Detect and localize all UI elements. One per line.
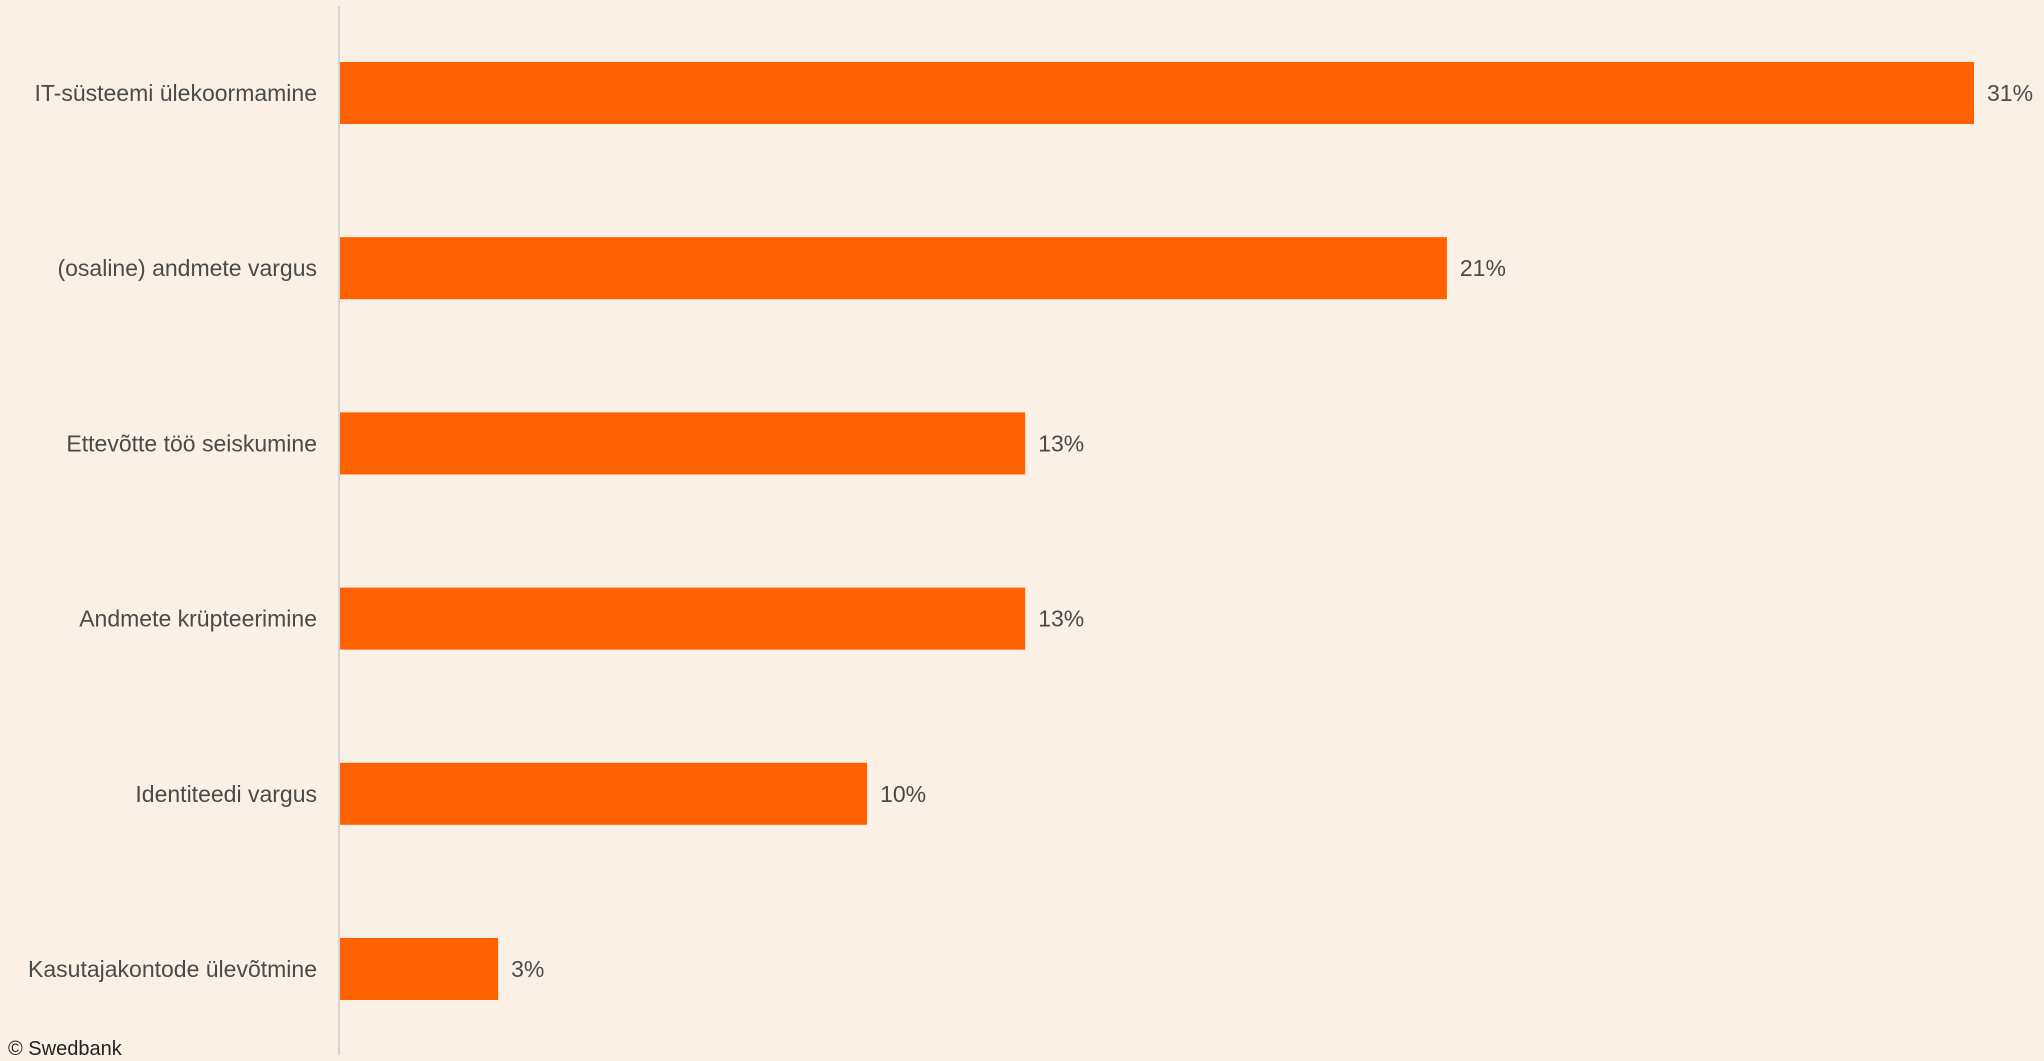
source-credit: © Swedbank: [8, 1038, 122, 1060]
value-label: 31%: [1987, 80, 2033, 106]
bar: [340, 762, 868, 825]
category-label: Identiteedi vargus: [135, 781, 317, 807]
value-label: 21%: [1460, 255, 1506, 281]
bar: [340, 587, 1026, 650]
value-label: 13%: [1038, 430, 1084, 456]
category-label: Kasutajakontode ülevõtmine: [28, 956, 317, 982]
value-label: 10%: [880, 781, 926, 807]
category-label: IT-süsteemi ülekoormamine: [35, 80, 318, 106]
bars-group: [340, 62, 1974, 1000]
category-label: Ettevõtte töö seiskumine: [66, 430, 317, 456]
category-labels-group: IT-süsteemi ülekoormamine (osaline) andme…: [28, 80, 317, 982]
category-label: Andmete krüpteerimine: [79, 606, 317, 632]
bar: [340, 412, 1026, 475]
value-label: 13%: [1038, 606, 1084, 632]
value-labels-group: 31% 21% 13% 13% 10% 3%: [511, 80, 2033, 982]
category-label: (osaline) andmete vargus: [57, 255, 317, 281]
bar: [340, 237, 1447, 300]
bar: [340, 62, 1974, 124]
bar: [340, 938, 499, 1000]
value-label: 3%: [511, 956, 544, 982]
